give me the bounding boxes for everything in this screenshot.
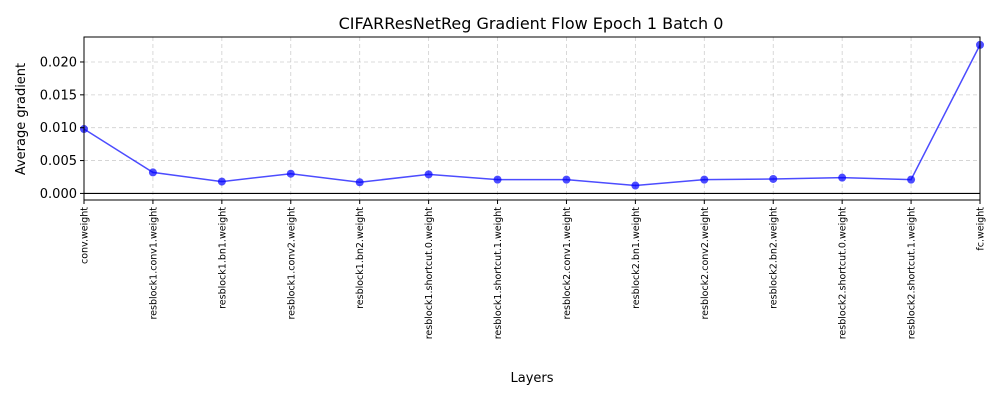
x-tick-label: resblock2.conv1.weight bbox=[562, 207, 573, 320]
x-tick-label: resblock1.shortcut.0.weight bbox=[424, 207, 435, 340]
x-tick-label: resblock2.shortcut.0.weight bbox=[838, 207, 849, 340]
y-tick-label: 0.015 bbox=[40, 88, 77, 103]
x-axis-ticks: conv.weight resblock1.conv1.weight resbloc… bbox=[80, 200, 987, 339]
data-point bbox=[355, 178, 364, 187]
plot-frame bbox=[83, 36, 981, 201]
data-point bbox=[631, 181, 640, 190]
data-point bbox=[838, 173, 847, 182]
grid-lines bbox=[83, 37, 981, 200]
x-tick-label: resblock1.bn1.weight bbox=[217, 207, 228, 309]
y-axis-ticks: 0.000 0.005 0.010 0.015 0.020 bbox=[40, 55, 84, 202]
chart-title: CIFARResNetReg Gradient Flow Epoch 1 Bat… bbox=[339, 14, 724, 33]
data-point bbox=[769, 174, 778, 183]
x-tick-label: resblock1.bn2.weight bbox=[355, 207, 366, 309]
data-point bbox=[148, 168, 157, 177]
x-tick-label: resblock2.shortcut.1.weight bbox=[907, 207, 918, 340]
y-tick-label: 0.000 bbox=[40, 187, 77, 202]
series-line bbox=[83, 44, 981, 187]
x-tick-label: resblock2.bn2.weight bbox=[769, 207, 780, 309]
x-tick-label: fc.weight bbox=[976, 207, 987, 251]
x-tick-label: resblock2.conv2.weight bbox=[700, 207, 711, 320]
data-point bbox=[562, 175, 571, 184]
data-point bbox=[424, 170, 433, 179]
data-point bbox=[907, 175, 916, 184]
data-point bbox=[217, 177, 226, 186]
y-axis-label: Average gradient bbox=[14, 63, 29, 175]
data-point bbox=[493, 175, 502, 184]
data-point bbox=[700, 175, 709, 184]
x-tick-label: resblock2.bn1.weight bbox=[631, 207, 642, 309]
y-tick-label: 0.010 bbox=[40, 121, 77, 136]
x-tick-label: resblock1.conv1.weight bbox=[148, 207, 159, 320]
x-tick-label: resblock1.conv2.weight bbox=[286, 207, 297, 320]
series-layer bbox=[80, 40, 984, 190]
x-tick-label: conv.weight bbox=[80, 207, 91, 264]
data-point bbox=[286, 169, 295, 178]
x-axis-label: Layers bbox=[510, 371, 553, 386]
x-tick-label: resblock1.shortcut.1.weight bbox=[493, 207, 504, 340]
y-tick-label: 0.020 bbox=[40, 55, 77, 70]
y-tick-label: 0.005 bbox=[40, 154, 77, 169]
